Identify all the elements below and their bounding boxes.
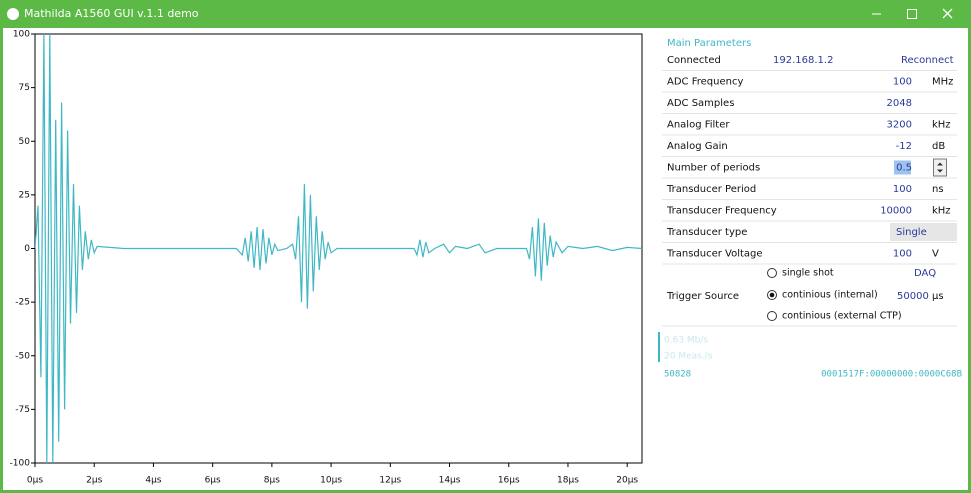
y-tick-label: -75 [15, 405, 30, 415]
y-tick-label: 100 [13, 30, 30, 40]
spinner-arrows [937, 162, 943, 173]
param-label: ADC Frequency [667, 77, 743, 88]
param-value: 192.168.1.2 [773, 55, 833, 66]
x-tick-label: 4µs [145, 476, 161, 486]
radio-dot [769, 292, 775, 298]
param-label: Transducer type [666, 227, 747, 238]
param-value[interactable]: 3200 [887, 120, 912, 131]
parameters-panel: Main Parameters Connected 192.168.1.2 Recon… [658, 38, 962, 380]
param-value[interactable]: -12 [896, 141, 912, 152]
y-tick-label: 0 [24, 244, 30, 254]
x-tick-label: 14µs [439, 476, 461, 486]
param-label: Analog Filter [667, 120, 730, 131]
trigger-value[interactable]: 50000 [897, 291, 929, 302]
radio-button[interactable] [767, 311, 777, 321]
window-title: Mathilda A1560 GUI v.1.1 demo [24, 7, 199, 20]
y-tick-label: 75 [19, 83, 30, 93]
param-label: Connected [667, 55, 721, 66]
param-label: Analog Gain [667, 141, 728, 152]
trigger-unit: µs [932, 291, 944, 302]
param-value[interactable]: 100 [893, 249, 912, 260]
param-unit: V [932, 249, 939, 260]
y-tick-label: -100 [10, 459, 31, 469]
status-rate: 0.63 Mb/s [664, 336, 708, 346]
x-tick-label: 10µs [320, 476, 342, 486]
panel-title: Main Parameters [667, 38, 751, 49]
y-tick-label: -50 [15, 351, 30, 361]
waveform [35, 34, 642, 463]
param-value[interactable]: 100 [893, 184, 912, 195]
x-tick-label: 8µs [264, 476, 280, 486]
x-tick-label: 6µs [205, 476, 221, 486]
param-unit: kHz [932, 120, 951, 131]
selection [894, 160, 911, 175]
maximize-button[interactable] [907, 9, 917, 19]
param-unit: MHz [932, 77, 953, 88]
x-tick-label: 18µs [557, 476, 579, 486]
x-tick-label: 16µs [498, 476, 520, 486]
param-label: Transducer Period [666, 184, 756, 195]
param-label: ADC Samples [667, 98, 734, 109]
param-label: Transducer Voltage [666, 249, 763, 260]
radio-label[interactable]: single shot [782, 268, 834, 279]
status-bar [658, 332, 660, 362]
spinner[interactable] [933, 158, 947, 177]
daq-button[interactable]: DAQ [914, 268, 936, 279]
y-tick-label: 25 [19, 190, 30, 200]
status-meas: 20 Meas./s [664, 352, 713, 362]
radio-label[interactable]: continious (internal) [782, 290, 878, 301]
param-unit: kHz [932, 206, 951, 217]
status-count: 50828 [664, 370, 691, 380]
x-tick-label: 0µs [27, 476, 43, 486]
param-value[interactable]: Single [896, 227, 927, 238]
app-icon [7, 8, 19, 20]
x-tick-label: 12µs [379, 476, 401, 486]
y-tick-label: 50 [19, 137, 31, 147]
x-tick-label: 2µs [86, 476, 102, 486]
param-value[interactable]: 10000 [880, 206, 912, 217]
param-value[interactable]: 2048 [887, 98, 912, 109]
status-code: 0001517F:00000000:0000C68B [821, 370, 962, 380]
y-tick-label: -25 [15, 298, 30, 308]
param-unit: dB [932, 141, 945, 152]
combo-box[interactable] [890, 223, 957, 241]
param-label: Number of periods [667, 163, 760, 174]
param-unit: ns [932, 184, 944, 195]
radio-label[interactable]: continious (external CTP) [782, 311, 902, 322]
x-tick-label: 20µs [616, 476, 638, 486]
param-value[interactable]: 100 [893, 77, 912, 88]
param-value[interactable]: 0.5 [896, 163, 912, 174]
trigger-label: Trigger Source [666, 291, 739, 302]
param-label: Transducer Frequency [666, 206, 777, 217]
chart: -100 -75 -50 -25 0 25 50 75 100 0µs 2µs 4µs 6µs 8µs 10… [10, 30, 642, 486]
radio-button[interactable] [767, 268, 777, 278]
close-button[interactable] [942, 8, 953, 19]
reconnect-link[interactable]: Reconnect [901, 55, 954, 66]
